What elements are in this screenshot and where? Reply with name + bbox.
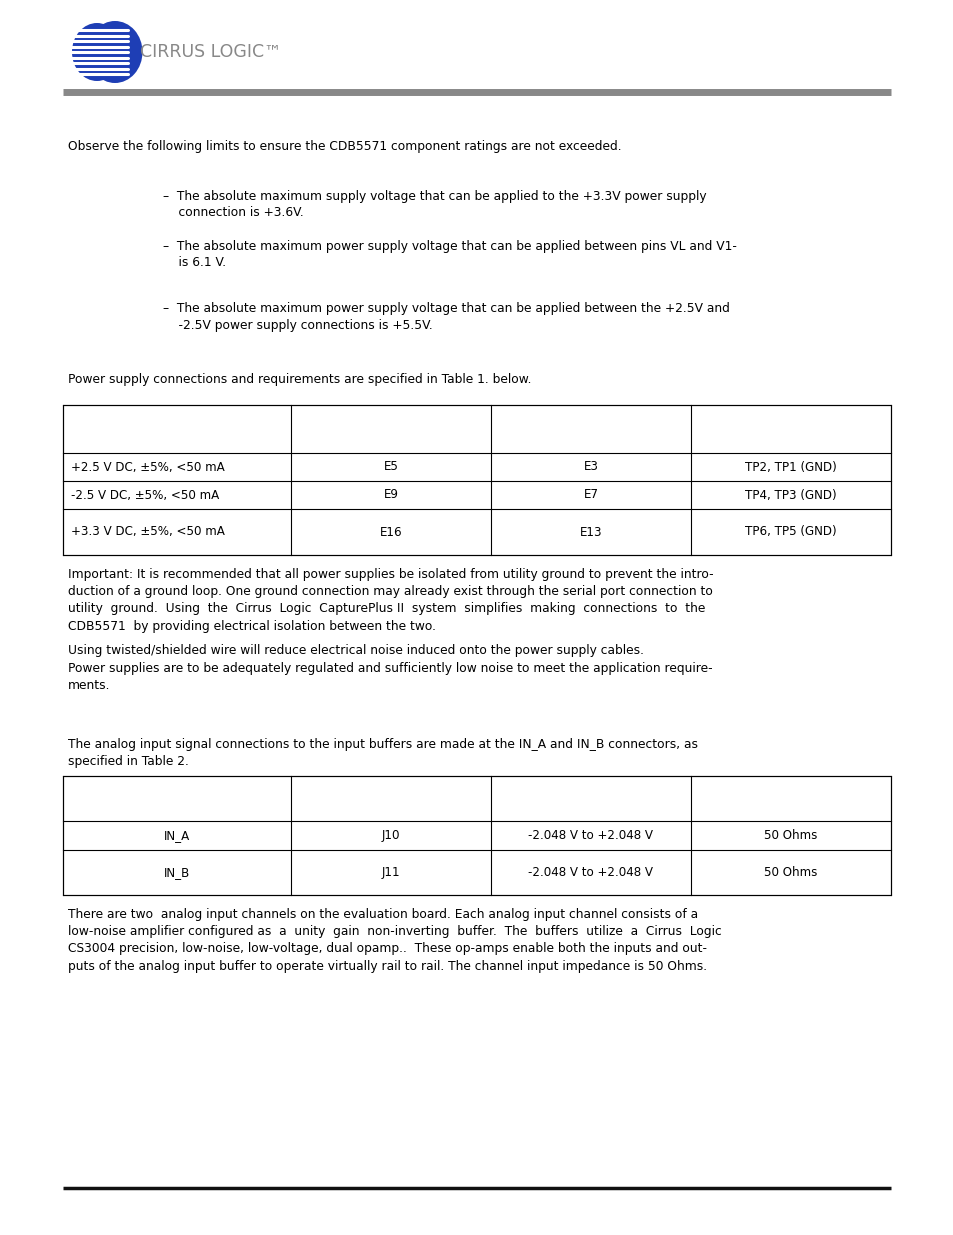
Text: E13: E13 xyxy=(579,526,601,538)
Text: -2.5 V DC, ±5%, <50 mA: -2.5 V DC, ±5%, <50 mA xyxy=(71,489,219,501)
Text: +3.3 V DC, ±5%, <50 mA: +3.3 V DC, ±5%, <50 mA xyxy=(71,526,225,538)
Text: E9: E9 xyxy=(383,489,398,501)
Text: The analog input signal connections to the input buffers are made at the IN_A an: The analog input signal connections to t… xyxy=(68,739,698,768)
Text: -2.048 V to +2.048 V: -2.048 V to +2.048 V xyxy=(528,866,653,879)
Text: E3: E3 xyxy=(583,461,598,473)
Text: TP6, TP5 (GND): TP6, TP5 (GND) xyxy=(744,526,836,538)
Text: +2.5 V DC, ±5%, <50 mA: +2.5 V DC, ±5%, <50 mA xyxy=(71,461,225,473)
Text: IN_A: IN_A xyxy=(164,829,190,842)
Text: Power supplies are to be adequately regulated and sufficiently low noise to meet: Power supplies are to be adequately regu… xyxy=(68,662,712,692)
Text: TP2, TP1 (GND): TP2, TP1 (GND) xyxy=(744,461,836,473)
Text: –  The absolute maximum power supply voltage that can be applied between the +2.: – The absolute maximum power supply volt… xyxy=(163,303,729,331)
Text: TP4, TP3 (GND): TP4, TP3 (GND) xyxy=(744,489,836,501)
Bar xyxy=(63,405,890,555)
Text: IN_B: IN_B xyxy=(164,866,190,879)
Text: J11: J11 xyxy=(381,866,400,879)
Text: There are two  analog input channels on the evaluation board. Each analog input : There are two analog input channels on t… xyxy=(68,908,721,973)
Text: Important: It is recommended that all power supplies be isolated from utility gr: Important: It is recommended that all po… xyxy=(68,568,713,632)
Text: Power supply connections and requirements are specified in Table 1. below.: Power supply connections and requirement… xyxy=(68,373,531,387)
Text: CIRRUS LOGIC™: CIRRUS LOGIC™ xyxy=(140,43,281,61)
Text: J10: J10 xyxy=(381,829,400,842)
Text: 50 Ohms: 50 Ohms xyxy=(763,866,817,879)
Text: –  The absolute maximum supply voltage that can be applied to the +3.3V power su: – The absolute maximum supply voltage th… xyxy=(163,190,706,220)
Ellipse shape xyxy=(88,21,142,83)
Text: Observe the following limits to ensure the CDB5571 component ratings are not exc: Observe the following limits to ensure t… xyxy=(68,140,621,153)
Text: -2.048 V to +2.048 V: -2.048 V to +2.048 V xyxy=(528,829,653,842)
Text: E7: E7 xyxy=(583,489,598,501)
Text: Using twisted/shielded wire will reduce electrical noise induced onto the power : Using twisted/shielded wire will reduce … xyxy=(68,643,643,657)
Text: E16: E16 xyxy=(379,526,402,538)
Ellipse shape xyxy=(71,23,122,82)
Text: –  The absolute maximum power supply voltage that can be applied between pins VL: – The absolute maximum power supply volt… xyxy=(163,240,736,269)
Bar xyxy=(63,776,890,895)
Text: 50 Ohms: 50 Ohms xyxy=(763,829,817,842)
Text: E5: E5 xyxy=(383,461,398,473)
